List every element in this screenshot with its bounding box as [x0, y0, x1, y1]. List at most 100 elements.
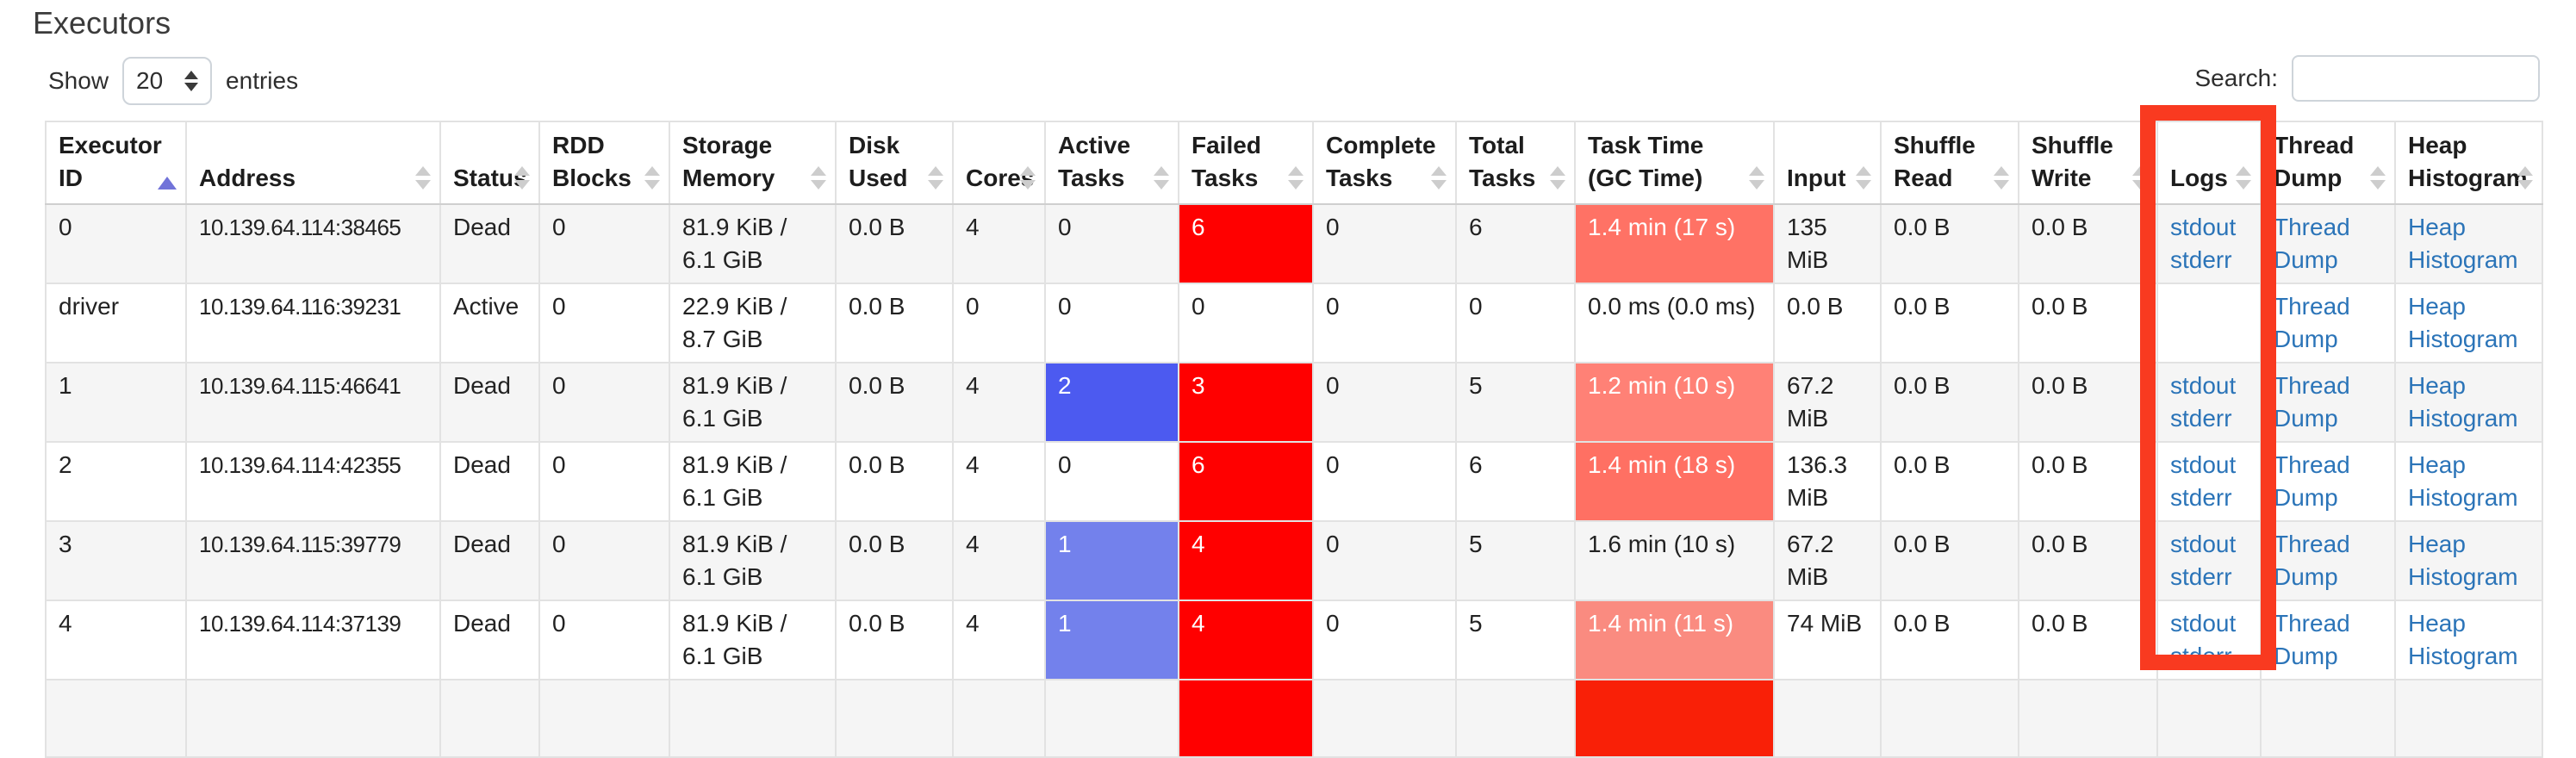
- column-header-label: Active Tasks: [1058, 132, 1131, 191]
- cell-shuffle_read: 0.0 B: [1880, 520, 2019, 601]
- stderr-link[interactable]: stderr: [2170, 484, 2232, 511]
- column-header-cores[interactable]: Cores: [952, 121, 1046, 205]
- search-input[interactable]: [2292, 55, 2540, 102]
- sort-both-icon: [1431, 166, 1447, 190]
- thread-dump-link[interactable]: Thread Dump: [2274, 610, 2350, 669]
- cell-active_tasks: 2: [1044, 362, 1179, 443]
- cell-input: 0.0 B: [1773, 283, 1882, 363]
- cell-cores: [952, 679, 1046, 758]
- cell-cores: 4: [952, 520, 1046, 601]
- cell-status: Dead: [439, 520, 540, 601]
- cell-complete_tasks: 0: [1312, 283, 1457, 363]
- thread-dump-link[interactable]: Thread Dump: [2274, 293, 2350, 352]
- column-header-logs[interactable]: Logs: [2156, 121, 2262, 205]
- column-header-complete_tasks[interactable]: Complete Tasks: [1312, 121, 1457, 205]
- stdout-link[interactable]: stdout: [2170, 214, 2237, 240]
- cell-active_tasks: 1: [1044, 600, 1179, 680]
- column-header-shuffle_read[interactable]: Shuffle Read: [1880, 121, 2019, 205]
- heap-histogram-link[interactable]: Heap Histogram: [2408, 451, 2518, 511]
- cell-storage_memory: 81.9 KiB / 6.1 GiB: [669, 362, 837, 443]
- cell-shuffle_write: [2018, 679, 2158, 758]
- cell-address: 10.139.64.114:37139: [185, 600, 441, 680]
- column-header-heap_histogram[interactable]: Heap Histogram: [2394, 121, 2543, 205]
- stderr-link[interactable]: stderr: [2170, 563, 2232, 590]
- stderr-link[interactable]: stderr: [2170, 246, 2232, 273]
- stdout-link[interactable]: stdout: [2170, 372, 2237, 399]
- column-header-failed_tasks[interactable]: Failed Tasks: [1178, 121, 1314, 205]
- cell-input: 67.2 MiB: [1773, 362, 1882, 443]
- cell-active_tasks: 0: [1044, 203, 1179, 284]
- cell-logs: [2156, 679, 2262, 758]
- column-header-thread_dump[interactable]: Thread Dump: [2260, 121, 2396, 205]
- stderr-link[interactable]: stderr: [2170, 405, 2232, 432]
- cell-heap_histogram: Heap Histogram: [2394, 283, 2543, 363]
- thread-dump-link[interactable]: Thread Dump: [2274, 214, 2350, 273]
- cell-rdd_blocks: 0: [538, 520, 670, 601]
- sort-both-icon: [811, 166, 826, 190]
- heap-histogram-link[interactable]: Heap Histogram: [2408, 610, 2518, 669]
- cell-status: Dead: [439, 362, 540, 443]
- cell-task_time: 1.4 min (18 s): [1574, 441, 1775, 522]
- stdout-link[interactable]: stdout: [2170, 531, 2237, 557]
- column-header-label: Shuffle Write: [2032, 132, 2113, 191]
- stdout-link[interactable]: stdout: [2170, 610, 2237, 637]
- thread-dump-link[interactable]: Thread Dump: [2274, 372, 2350, 432]
- cell-failed_tasks: 0: [1178, 283, 1314, 363]
- sort-both-icon: [1154, 166, 1169, 190]
- table-search-control: Search:: [2195, 55, 2540, 102]
- cell-disk_used: 0.0 B: [835, 520, 954, 601]
- cell-logs: [2156, 283, 2262, 363]
- cell-active_tasks: 0: [1044, 441, 1179, 522]
- column-header-label: Storage Memory: [682, 132, 775, 191]
- cell-id: 4: [45, 600, 187, 680]
- heap-histogram-link[interactable]: Heap Histogram: [2408, 293, 2518, 352]
- executor-row: 4 10.139.64.114:37139 Dead 0 81.9 KiB / 6.1 …: [45, 600, 2543, 680]
- column-header-status[interactable]: Status: [439, 121, 540, 205]
- column-header-label: RDD Blocks: [552, 132, 632, 191]
- column-header-active_tasks[interactable]: Active Tasks: [1044, 121, 1179, 205]
- cell-cores: 4: [952, 203, 1046, 284]
- column-header-rdd_blocks[interactable]: RDD Blocks: [538, 121, 670, 205]
- cell-storage_memory: [669, 679, 837, 758]
- cell-cores: 4: [952, 441, 1046, 522]
- column-header-total_tasks[interactable]: Total Tasks: [1455, 121, 1576, 205]
- cell-input: 135 MiB: [1773, 203, 1882, 284]
- heap-histogram-link[interactable]: Heap Histogram: [2408, 531, 2518, 590]
- cell-failed_tasks: 6: [1178, 203, 1314, 284]
- executors-table-body: 0 10.139.64.114:38465 Dead 0 81.9 KiB / 6.1 …: [45, 203, 2543, 758]
- cell-thread_dump: Thread Dump: [2260, 203, 2396, 284]
- executor-row: 2 10.139.64.114:42355 Dead 0 81.9 KiB / 6.1 …: [45, 441, 2543, 522]
- column-header-label: Address: [199, 165, 296, 191]
- cell-id: 0: [45, 203, 187, 284]
- column-header-input[interactable]: Input: [1773, 121, 1882, 205]
- column-header-storage_memory[interactable]: Storage Memory: [669, 121, 837, 205]
- cell-total_tasks: 6: [1455, 203, 1576, 284]
- cell-heap_histogram: [2394, 679, 2543, 758]
- column-header-label: Total Tasks: [1469, 132, 1536, 191]
- cell-shuffle_read: [1880, 679, 2019, 758]
- column-header-label: Thread Dump: [2274, 132, 2355, 191]
- column-header-id[interactable]: Executor ID: [45, 121, 187, 205]
- cell-total_tasks: [1455, 679, 1576, 758]
- cell-id: 1: [45, 362, 187, 443]
- cell-task_time: 1.6 min (10 s): [1574, 520, 1775, 601]
- entries-select[interactable]: 20: [122, 57, 213, 105]
- stdout-link[interactable]: stdout: [2170, 451, 2237, 478]
- stderr-link[interactable]: stderr: [2170, 643, 2232, 669]
- cell-status: Dead: [439, 203, 540, 284]
- column-header-task_time[interactable]: Task Time (GC Time): [1574, 121, 1775, 205]
- heap-histogram-link[interactable]: Heap Histogram: [2408, 214, 2518, 273]
- thread-dump-link[interactable]: Thread Dump: [2274, 531, 2350, 590]
- cell-id: [45, 679, 187, 758]
- cell-failed_tasks: 4: [1178, 600, 1314, 680]
- column-header-address[interactable]: Address: [185, 121, 441, 205]
- heap-histogram-link[interactable]: Heap Histogram: [2408, 372, 2518, 432]
- cell-heap_histogram: Heap Histogram: [2394, 362, 2543, 443]
- cell-shuffle_write: 0.0 B: [2018, 362, 2158, 443]
- column-header-shuffle_write[interactable]: Shuffle Write: [2018, 121, 2158, 205]
- cell-shuffle_write: 0.0 B: [2018, 283, 2158, 363]
- cell-rdd_blocks: [538, 679, 670, 758]
- thread-dump-link[interactable]: Thread Dump: [2274, 451, 2350, 511]
- cell-storage_memory: 81.9 KiB / 6.1 GiB: [669, 600, 837, 680]
- column-header-disk_used[interactable]: Disk Used: [835, 121, 954, 205]
